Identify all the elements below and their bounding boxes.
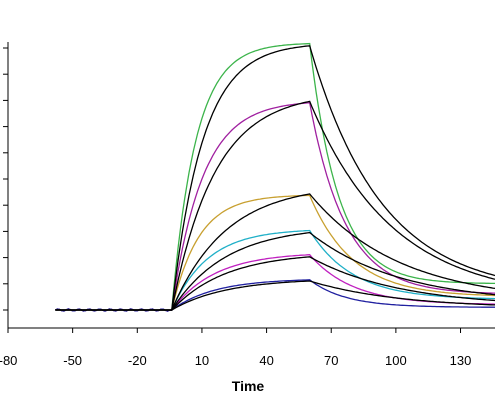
measured-curve-1	[55, 42, 495, 312]
x-tick-label-6: 100	[385, 353, 407, 368]
y-axis-ticks	[3, 47, 8, 311]
x-tick-label-1: -50	[63, 353, 82, 368]
x-axis-title: Time	[232, 378, 265, 394]
x-tick-label-2: -20	[128, 353, 147, 368]
plot-area	[55, 42, 495, 312]
x-axis-ticks: -80 -50 -20 10 40 70 100 130	[0, 328, 471, 368]
x-tick-label-7: 130	[450, 353, 472, 368]
fit-curve-2	[55, 100, 495, 311]
x-tick-label-5: 70	[324, 353, 338, 368]
fit-curve-1	[55, 45, 495, 311]
measured-curve-4	[55, 229, 495, 312]
x-tick-label-3: 10	[195, 353, 209, 368]
fit-curve-4	[55, 231, 495, 311]
fit-curve-3	[55, 193, 495, 311]
x-tick-label-0: -80	[0, 353, 17, 368]
x-tick-label-4: 40	[259, 353, 273, 368]
fit-curve-6	[55, 280, 495, 311]
